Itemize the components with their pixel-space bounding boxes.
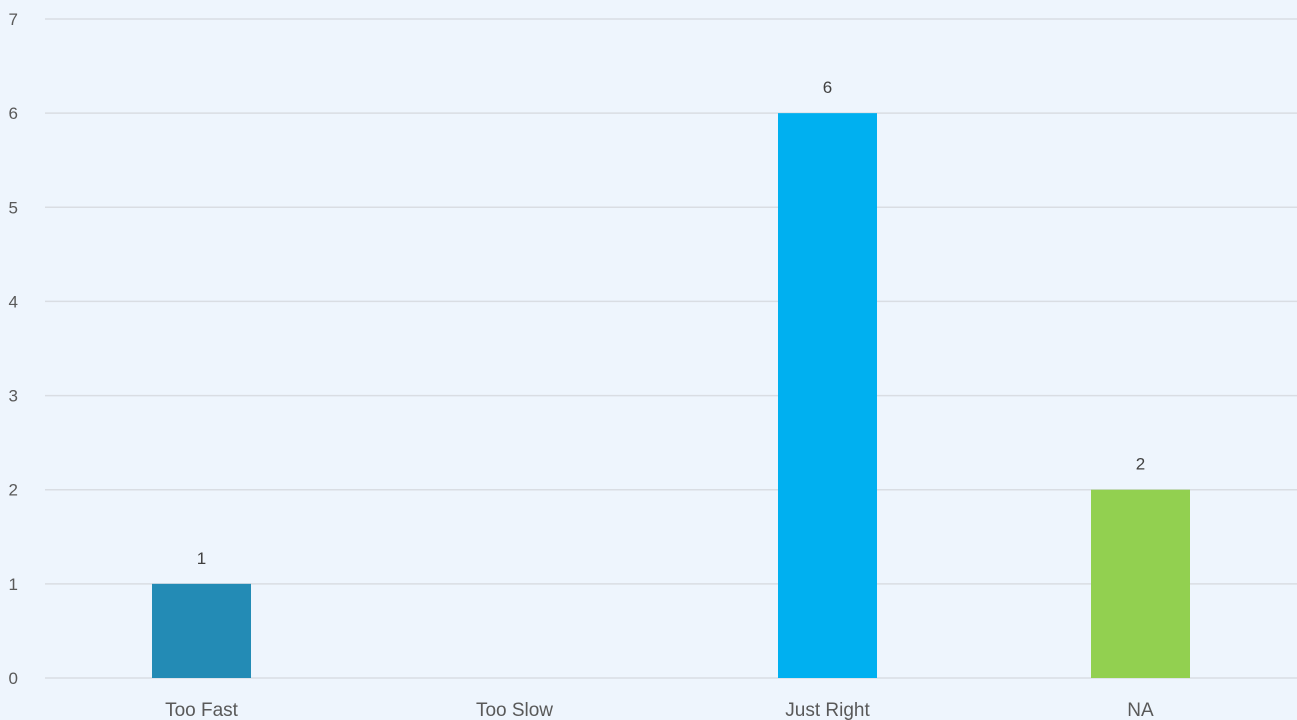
gridlines [45,18,1297,679]
data-label: 1 [197,549,206,568]
y-tick-label: 3 [9,387,18,406]
data-label: 6 [823,78,832,97]
x-category-label: Just Right [785,700,870,720]
y-tick-label: 2 [9,481,18,500]
y-tick-label: 0 [9,669,18,688]
x-axis-categories: Too Fast Too Slow Just Right NA [165,700,1154,720]
x-category-label: Too Slow [476,700,553,720]
bar [778,113,877,678]
bar [1091,489,1190,678]
y-tick-label: 6 [9,104,18,123]
y-tick-label: 4 [9,292,18,311]
data-label: 2 [1136,455,1145,474]
y-tick-label: 1 [9,575,18,594]
y-tick-label: 7 [9,10,18,29]
bar [152,583,251,678]
y-tick-label: 5 [9,198,18,217]
y-axis-ticks: 0 1 2 3 4 5 6 7 [9,10,18,688]
data-labels: 1 6 2 [197,78,1145,568]
bars [152,113,1190,678]
x-category-label: NA [1127,700,1154,720]
x-category-label: Too Fast [165,700,239,720]
